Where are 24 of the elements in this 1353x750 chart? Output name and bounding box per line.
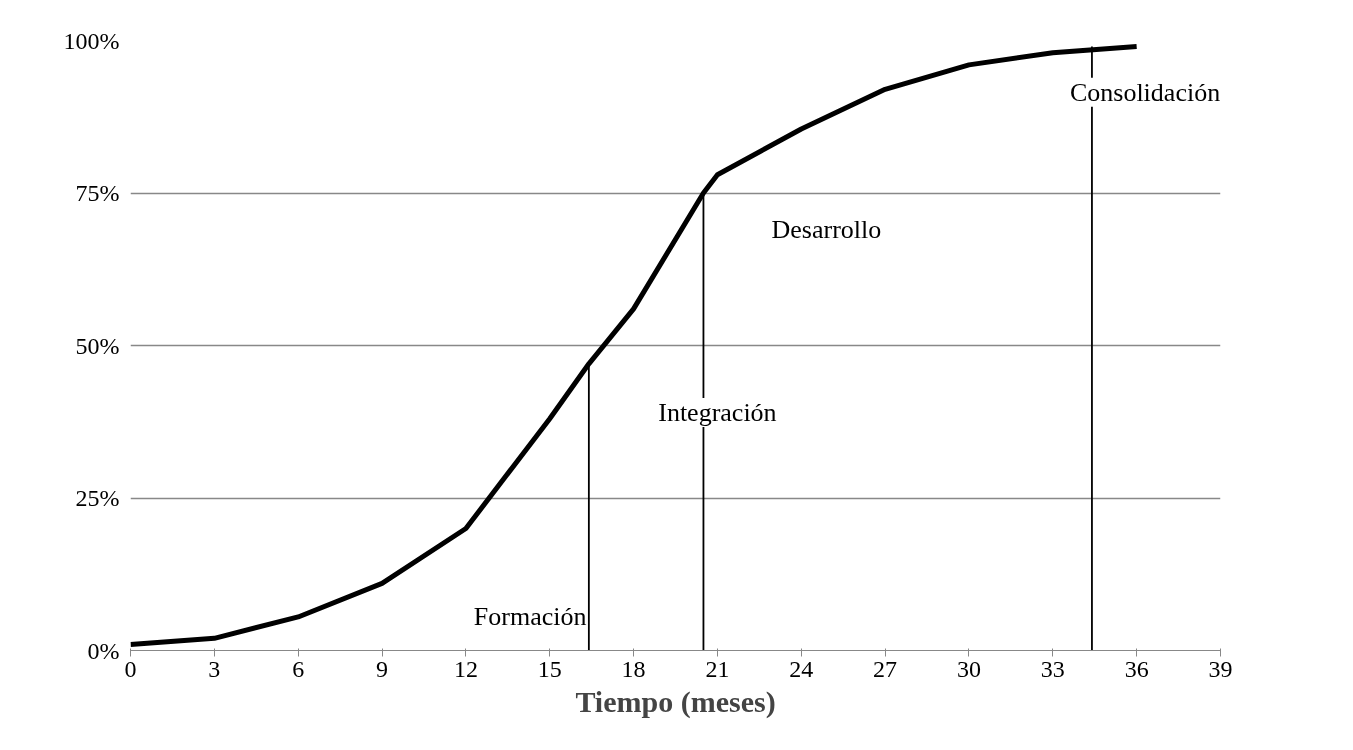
x-tick-label: 3 <box>208 655 221 682</box>
x-tick-label: 36 <box>1124 655 1149 682</box>
x-tick-label: 9 <box>376 655 389 682</box>
y-tick-label: 50% <box>75 332 120 359</box>
x-tick-label: 21 <box>705 655 730 682</box>
x-tick-label: 0 <box>124 655 137 682</box>
x-tick-label: 33 <box>1040 655 1065 682</box>
annotation: Consolidación <box>1069 77 1221 107</box>
y-tick-label: 100% <box>63 27 120 54</box>
x-tick-label: 24 <box>789 655 814 682</box>
x-tick-label: 18 <box>621 655 646 682</box>
x-tick-label: 15 <box>537 655 562 682</box>
annotation: Formación <box>473 602 587 632</box>
annotation: Integración <box>658 398 777 428</box>
annotation: Desarrollo <box>771 215 882 245</box>
x-tick-label: 30 <box>956 655 981 682</box>
x-tick-label: 39 <box>1208 655 1233 682</box>
y-tick-label: 75% <box>75 180 120 206</box>
x-tick-label: 6 <box>292 655 305 682</box>
x-axis-title: Tiempo (meses) <box>575 684 776 719</box>
y-tick-label: 0% <box>87 637 120 664</box>
x-tick-label: 27 <box>873 655 898 682</box>
x-tick-label: 12 <box>453 655 478 682</box>
y-tick-label: 25% <box>75 485 120 511</box>
